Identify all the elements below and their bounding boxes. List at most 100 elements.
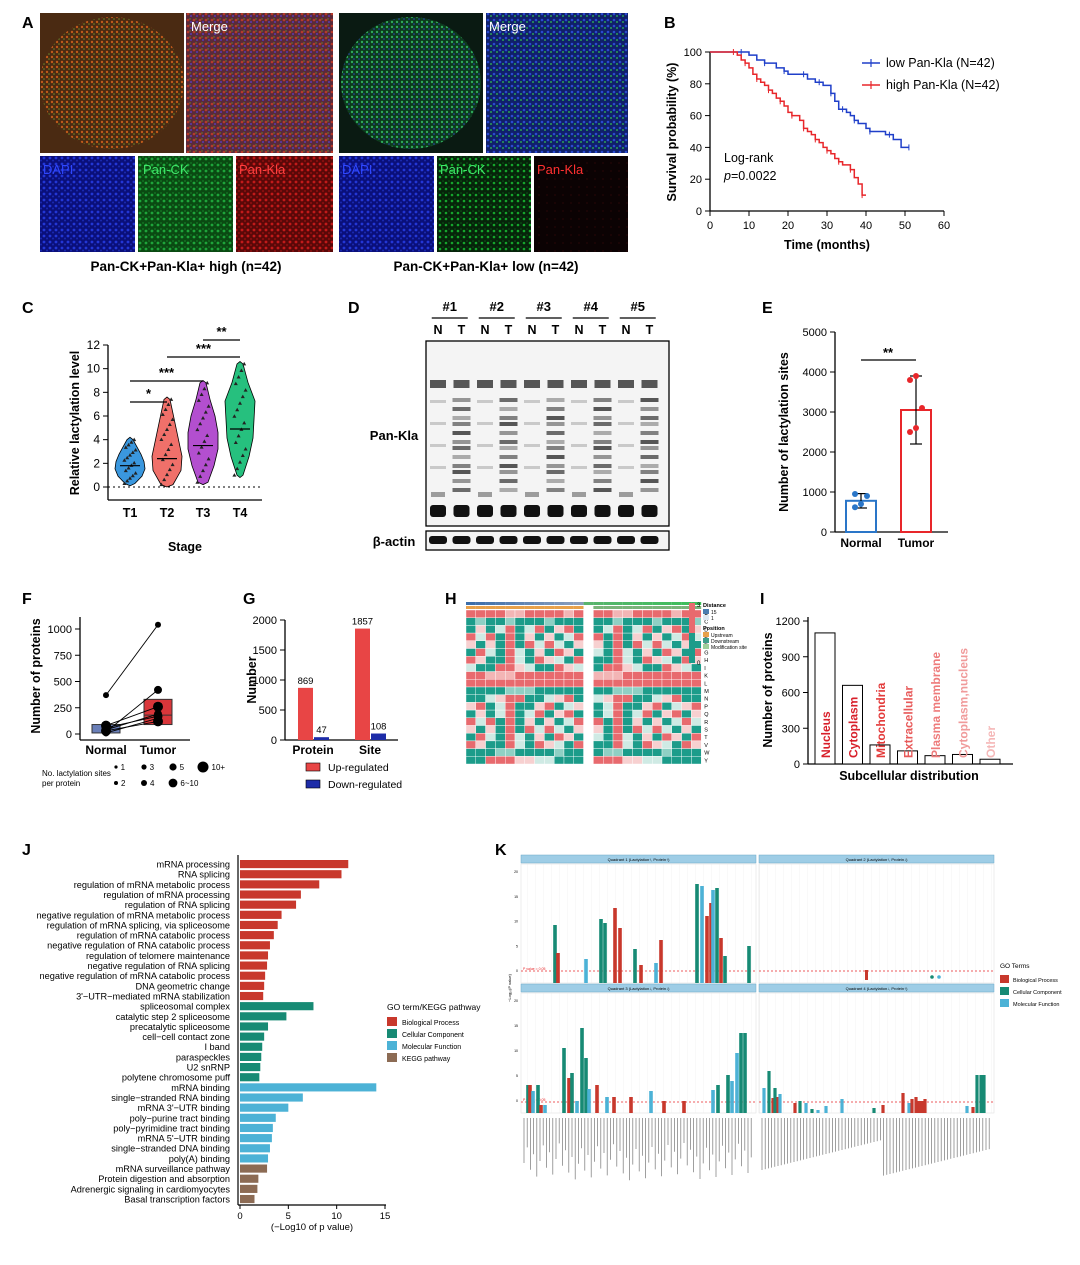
term-label: Basal transcription factors	[124, 1194, 230, 1204]
heatmap-cell	[465, 725, 477, 734]
data-point	[233, 381, 238, 386]
heatmap-cell	[622, 632, 633, 641]
facet-panel	[520, 992, 757, 1114]
heatmap-cell	[593, 748, 604, 757]
heatmap-cell	[524, 632, 535, 641]
position-strip	[671, 606, 682, 609]
panel-letter-e: E	[762, 300, 773, 317]
y-tick-label: 600	[782, 688, 800, 700]
go-bar	[747, 946, 751, 983]
heatmap-cell	[642, 694, 653, 703]
heatmap-cell	[485, 679, 496, 688]
distance-strip	[554, 602, 564, 605]
heatmap-cell	[544, 756, 555, 765]
go-bar	[536, 1085, 540, 1113]
legend-label: Cellular Component	[402, 1032, 464, 1039]
panel-letter-g: G	[243, 591, 255, 608]
heatmap-cell	[671, 686, 682, 695]
bar-term	[240, 1022, 269, 1031]
y-tick-label: 20	[514, 999, 518, 1003]
heatmap-cell	[514, 632, 526, 641]
panel-a: A Merge DAPI Pan-CK Pan-Kla Pan-CK+Pan-K…	[22, 13, 628, 274]
bar-term	[240, 1103, 289, 1112]
go-bar	[982, 1075, 986, 1113]
heatmap-cell	[593, 733, 604, 742]
y-tick-label: 4	[93, 433, 100, 447]
go-bar	[639, 965, 643, 983]
x-axis-label: Stage	[168, 540, 202, 554]
heatmap-cell	[583, 748, 594, 757]
heatmap-cell	[534, 648, 545, 657]
go-bar	[798, 1101, 802, 1113]
heatmap-cell	[691, 756, 702, 765]
heatmap-cell	[661, 648, 673, 657]
y-tick-label: 300	[782, 723, 800, 735]
bar-label: Cytoplasm,nucleus	[957, 648, 971, 758]
position-label: Modification site	[711, 645, 747, 651]
heatmap-cell	[632, 756, 643, 765]
term-label: regulation of mRNA processing	[103, 890, 230, 900]
heatmap-cell	[612, 740, 624, 749]
heatmap-cell	[593, 686, 604, 695]
heatmap-cell	[485, 702, 496, 711]
heatmap-cell	[622, 717, 633, 726]
heatmap-cell	[475, 656, 486, 665]
bar-term	[240, 1154, 269, 1163]
heatmap-cell	[544, 617, 555, 626]
data-point	[170, 462, 175, 467]
heatmap-cell	[652, 725, 663, 734]
band	[593, 455, 612, 459]
band	[430, 400, 446, 403]
heatmap-cell	[514, 725, 526, 734]
band	[593, 488, 612, 492]
bar-term	[240, 920, 278, 930]
heatmap-cell	[554, 709, 565, 718]
term-label: regulation of mRNA splicing, via spliceo…	[47, 920, 230, 930]
go-bar	[587, 1089, 591, 1113]
go-bar	[531, 1091, 535, 1113]
heatmap-cell	[534, 694, 545, 703]
y-tick-label: 2000	[803, 447, 827, 459]
facet-label: Quadrant 2 (Lactylation↑, Protein↓)	[846, 857, 908, 862]
heatmap-cell	[691, 709, 702, 718]
row-label: K	[704, 674, 708, 680]
heatmap-cell	[622, 702, 633, 711]
survival-plot: 0 20 40 60 80 100 0 10 20 30 40 50 60 Time (months) Su…	[665, 47, 1000, 252]
go-bar	[719, 938, 723, 983]
panel-letter-j: J	[22, 842, 31, 859]
go-bar	[526, 1085, 530, 1113]
heatmap-cell	[544, 686, 555, 695]
band	[499, 407, 518, 411]
heatmap-cell	[603, 686, 614, 695]
band	[593, 407, 612, 411]
heatmap-cell	[544, 632, 555, 641]
heatmap-cell	[691, 694, 702, 703]
significance-label: **	[216, 324, 227, 339]
band	[640, 446, 659, 450]
term-label: mRNA surveillance pathway	[116, 1164, 231, 1174]
heatmap-cell	[554, 733, 565, 742]
heatmap-cell	[632, 740, 643, 749]
loading-label: β-actin	[373, 534, 416, 549]
heatmap-cell	[661, 756, 673, 765]
x-axis-label: Time (months)	[784, 238, 870, 252]
band	[618, 380, 634, 388]
heatmap-cell	[573, 617, 584, 626]
heatmap-cell	[485, 694, 496, 703]
heatmap-cell	[681, 756, 692, 765]
pankla-label-low: Pan-Kla	[537, 162, 584, 177]
band	[640, 464, 659, 468]
go-bar	[543, 1105, 547, 1113]
y-tick-label: 10	[87, 362, 101, 376]
actin-band	[593, 536, 612, 544]
heatmap-cell	[671, 725, 682, 734]
go-bar	[584, 1058, 588, 1113]
band	[452, 470, 471, 474]
heatmap-cell	[661, 733, 673, 742]
heatmap-cell	[524, 679, 535, 688]
heatmap-cell	[544, 656, 555, 665]
heatmap-cell	[691, 702, 702, 711]
bar-Protein-down	[314, 737, 329, 740]
